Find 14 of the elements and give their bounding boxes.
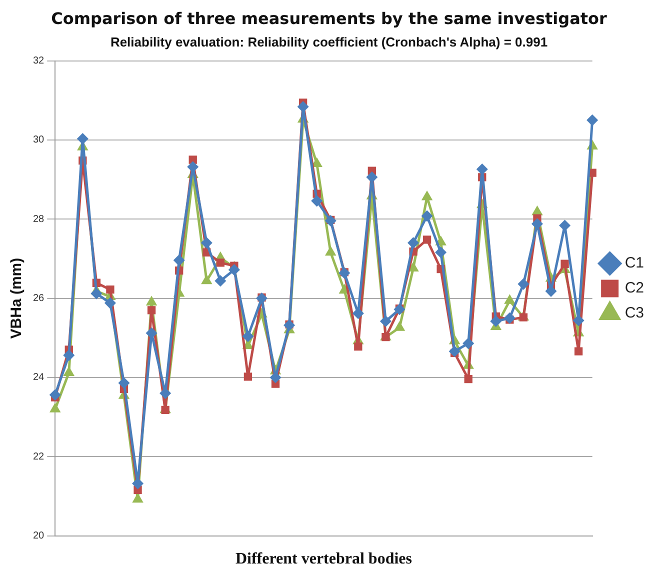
y-tick-label: 24 (33, 372, 45, 384)
chart-subtitle: Reliability evaluation: Reliability coefficient (Cronbach's Alpha) = 0.991 (110, 34, 548, 50)
legend-label: C3 (624, 304, 644, 322)
chart-title: Comparison of three measurements by the same investigator (51, 8, 607, 28)
y-tick-label: 22 (33, 451, 45, 462)
legend-label: C1 (624, 254, 644, 272)
y-tick-label: 32 (33, 56, 45, 67)
y-tick-label: 30 (33, 134, 45, 146)
x-axis-title: Different vertebral bodies (235, 550, 412, 568)
y-axis-title: VBHa (mm) (8, 258, 26, 339)
y-tick-label: 28 (33, 214, 45, 225)
legend-label: C2 (624, 280, 644, 297)
y-tick-label: 20 (33, 530, 45, 542)
y-tick-label: 26 (33, 293, 45, 304)
